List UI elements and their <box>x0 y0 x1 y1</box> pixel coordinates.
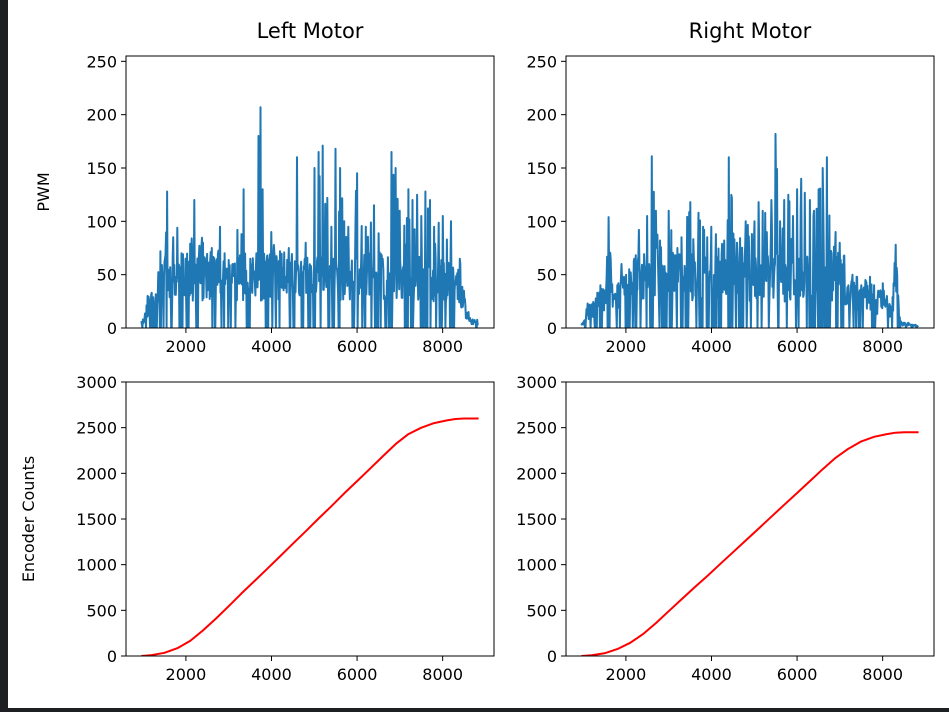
pwm-left-ytick-label: 100 <box>86 212 117 231</box>
encoder-right-ytick-label: 2000 <box>516 464 557 483</box>
encoder-left-ytick-label: 2000 <box>76 464 117 483</box>
encoder-left-xtick-label: 6000 <box>337 665 378 684</box>
figure: 2000 4000 6000 8000 0 50 100 150 200 250 Left Moto… <box>8 0 949 708</box>
pwm-left-ylabel: PWM <box>34 172 53 211</box>
pwm-left-ytick-label: 250 <box>86 52 117 71</box>
encoder-left-ytick-label: 3000 <box>76 373 117 392</box>
pwm-right-ytick-label: 200 <box>526 106 557 125</box>
chart-encoder-left: 2000 4000 6000 8000 0 500 1000 1500 2000 2500 3000… <box>19 373 495 684</box>
pwm-right-xtick-label: 4000 <box>691 337 732 356</box>
pwm-left-title: Left Motor <box>257 19 364 43</box>
chart-pwm-left: 2000 4000 6000 8000 0 50 100 150 200 250 Left Moto… <box>34 19 495 356</box>
pwm-left-xtick-label: 8000 <box>422 337 463 356</box>
pwm-right-xtick-label: 8000 <box>862 337 903 356</box>
pwm-left-ytick-label: 200 <box>86 106 117 125</box>
pwm-left-xtick-label: 2000 <box>166 337 207 356</box>
pwm-right-series-line <box>580 132 920 328</box>
encoder-left-ylabel: Encoder Counts <box>19 456 38 582</box>
encoder-left-ytick-label: 0 <box>107 647 117 666</box>
pwm-left-axes-frame <box>125 55 495 329</box>
encoder-right-axes-frame <box>565 381 935 657</box>
encoder-left-ytick-label: 1000 <box>76 556 117 575</box>
pwm-right-xtick-label: 6000 <box>777 337 818 356</box>
encoder-left-ytick-label: 1500 <box>76 510 117 529</box>
encoder-left-xtick-label: 4000 <box>251 665 292 684</box>
pwm-right-axes-frame <box>565 55 935 329</box>
encoder-left-ytick-label: 500 <box>86 601 117 620</box>
pwm-right-ytick-label: 150 <box>526 159 557 178</box>
pwm-right-xtick-label: 2000 <box>606 337 647 356</box>
chart-encoder-right: 2000 4000 6000 8000 0 500 1000 1500 2000 2500 3000 <box>516 373 935 684</box>
encoder-right-xtick-label: 2000 <box>606 665 647 684</box>
encoder-left-xtick-label: 8000 <box>422 665 463 684</box>
encoder-right-series-line <box>581 431 919 656</box>
encoder-left-series-line <box>141 417 479 656</box>
encoder-right-ytick-label: 1500 <box>516 510 557 529</box>
encoder-left-ytick-label: 2500 <box>76 419 117 438</box>
pwm-right-ytick-label: 0 <box>547 319 557 338</box>
encoder-right-xtick-label: 6000 <box>777 665 818 684</box>
pwm-left-series-line <box>140 106 479 328</box>
pwm-left-ytick-label: 0 <box>107 319 117 338</box>
encoder-left-xtick-label: 2000 <box>166 665 207 684</box>
encoder-right-ytick-label: 500 <box>526 601 557 620</box>
encoder-right-xtick-label: 8000 <box>862 665 903 684</box>
chart-pwm-right: 2000 4000 6000 8000 0 50 100 150 200 250 Right Mot… <box>526 19 935 356</box>
pwm-right-ytick-label: 250 <box>526 52 557 71</box>
pwm-left-ytick-label: 150 <box>86 159 117 178</box>
pwm-right-title: Right Motor <box>689 19 812 43</box>
encoder-right-ytick-label: 1000 <box>516 556 557 575</box>
encoder-right-ytick-label: 3000 <box>516 373 557 392</box>
encoder-right-ytick-label: 2500 <box>516 419 557 438</box>
encoder-right-xtick-label: 4000 <box>691 665 732 684</box>
pwm-right-ytick-label: 100 <box>526 212 557 231</box>
pwm-right-ytick-label: 50 <box>537 266 557 285</box>
encoder-right-ytick-label: 0 <box>547 647 557 666</box>
pwm-left-xtick-label: 6000 <box>337 337 378 356</box>
pwm-left-xtick-label: 4000 <box>251 337 292 356</box>
pwm-left-ytick-label: 50 <box>97 266 117 285</box>
